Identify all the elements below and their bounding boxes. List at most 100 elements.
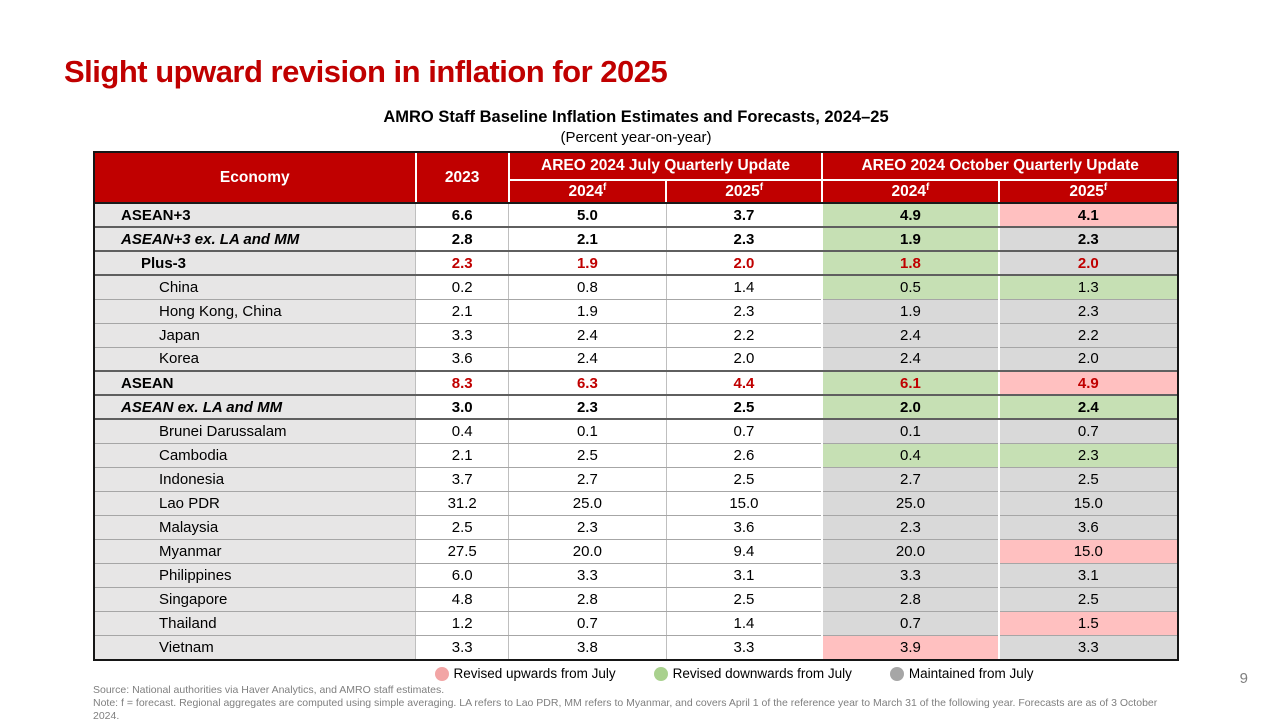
- value-cell: 0.8: [508, 275, 667, 300]
- value-cell: 2.6: [666, 443, 824, 468]
- forecast-superscript: f: [1103, 182, 1108, 193]
- value-cell: 9.4: [666, 539, 824, 564]
- value-cell: 3.1: [666, 563, 824, 588]
- value-cell: 2.5: [666, 467, 824, 492]
- table-row: Cambodia 2.1 2.5 2.6 0.4 2.3: [95, 443, 1177, 468]
- value-cell: 27.5: [415, 539, 510, 564]
- table-subtitle: (Percent year-on-year): [560, 129, 712, 146]
- value-cell: 2.4: [822, 323, 1000, 348]
- value-cell: 8.3: [415, 371, 510, 397]
- value-cell: 2.3: [666, 227, 824, 253]
- value-cell: 1.8: [822, 251, 1000, 277]
- value-cell: 2.1: [508, 227, 667, 253]
- year-label: 2024: [568, 183, 603, 201]
- october-2024f-column-header: 2024f: [821, 178, 1000, 205]
- value-cell: 2.7: [508, 467, 667, 492]
- value-cell: 3.8: [508, 635, 667, 660]
- forecast-superscript: f: [926, 182, 930, 193]
- economy-cell: ASEAN: [95, 371, 417, 397]
- value-cell: 3.9: [822, 635, 1000, 660]
- table-row: ASEAN 8.3 6.3 4.4 6.1 4.9: [95, 371, 1177, 397]
- value-cell: 2.8: [415, 227, 510, 253]
- economy-cell: Philippines: [95, 563, 417, 588]
- value-cell: 2.3: [998, 227, 1177, 253]
- year-2023-column-header: 2023: [414, 153, 510, 205]
- value-cell: 1.9: [508, 251, 667, 277]
- value-cell: 2.3: [822, 515, 1000, 540]
- economy-cell: Myanmar: [95, 539, 417, 564]
- economy-cell: China: [95, 275, 417, 300]
- value-cell: 6.1: [822, 371, 1000, 397]
- economy-cell: ASEAN+3 ex. LA and MM: [95, 227, 417, 253]
- value-cell: 0.5: [822, 275, 1000, 300]
- table-body: ASEAN+3 6.6 5.0 3.7 4.9 4.1 ASEAN+3 ex. LA and…: [95, 203, 1177, 660]
- october-update-group-header: AREO 2024 October Quarterly Update: [821, 153, 1177, 181]
- value-cell: 4.4: [666, 371, 824, 397]
- value-cell: 2.8: [822, 587, 1000, 612]
- value-cell: 2.0: [998, 251, 1177, 277]
- value-cell: 3.7: [666, 203, 824, 229]
- july-update-group-header: AREO 2024 July Quarterly Update: [507, 153, 824, 181]
- value-cell: 2.0: [998, 347, 1177, 373]
- economy-column-header: Economy: [95, 153, 417, 205]
- value-cell: 15.0: [998, 491, 1177, 516]
- page-number: 9: [1239, 670, 1248, 687]
- value-cell: 0.2: [415, 275, 510, 300]
- table-row: Singapore 4.8 2.8 2.5 2.8 2.5: [95, 587, 1177, 612]
- economy-cell: Thailand: [95, 611, 417, 636]
- value-cell: 2.3: [666, 299, 824, 324]
- table-row: Philippines 6.0 3.3 3.1 3.3 3.1: [95, 563, 1177, 588]
- value-cell: 0.4: [822, 443, 1000, 468]
- economy-cell: ASEAN+3: [95, 203, 417, 229]
- legend-item: Revised upwards from July: [434, 666, 616, 681]
- value-cell: 3.0: [415, 395, 510, 421]
- value-cell: 4.1: [998, 203, 1177, 229]
- value-cell: 2.4: [508, 323, 667, 348]
- legend-dot-icon: [434, 666, 449, 681]
- value-cell: 6.6: [415, 203, 510, 229]
- value-cell: 3.3: [822, 563, 1000, 588]
- value-cell: 2.5: [415, 515, 510, 540]
- value-cell: 5.0: [508, 203, 667, 229]
- value-cell: 25.0: [508, 491, 667, 516]
- july-2024f-column-header: 2024f: [508, 178, 668, 205]
- table-row: Myanmar 27.5 20.0 9.4 20.0 15.0: [95, 539, 1177, 564]
- value-cell: 3.6: [998, 515, 1177, 540]
- inflation-table: Economy 2023 AREO 2024 July Quarterly Up…: [95, 153, 1177, 660]
- value-cell: 2.5: [666, 587, 824, 612]
- legend-dot-icon: [653, 666, 668, 681]
- economy-cell: Vietnam: [95, 635, 417, 660]
- economy-cell: Singapore: [95, 587, 417, 612]
- value-cell: 2.4: [822, 347, 1000, 373]
- value-cell: 1.9: [508, 299, 667, 324]
- table-row: Thailand 1.2 0.7 1.4 0.7 1.5: [95, 611, 1177, 636]
- value-cell: 15.0: [666, 491, 824, 516]
- methodology-note: Note: f = forecast. Regional aggregates …: [93, 697, 1158, 720]
- table-row: China 0.2 0.8 1.4 0.5 1.3: [95, 275, 1177, 300]
- value-cell: 1.4: [666, 611, 824, 636]
- value-cell: 2.0: [666, 251, 824, 277]
- economy-cell: Lao PDR: [95, 491, 417, 516]
- economy-cell: Brunei Darussalam: [95, 419, 417, 444]
- value-cell: 2.0: [666, 347, 824, 373]
- table-row: Malaysia 2.5 2.3 3.6 2.3 3.6: [95, 515, 1177, 540]
- value-cell: 4.9: [998, 371, 1177, 397]
- value-cell: 15.0: [998, 539, 1177, 564]
- value-cell: 1.9: [822, 299, 1000, 324]
- value-cell: 2.0: [822, 395, 1000, 421]
- value-cell: 31.2: [415, 491, 510, 516]
- value-cell: 2.3: [508, 395, 667, 421]
- table-frame: Economy 2023 AREO 2024 July Quarterly Up…: [93, 151, 1179, 662]
- forecast-superscript: f: [759, 182, 764, 193]
- value-cell: 20.0: [508, 539, 667, 564]
- value-cell: 2.5: [998, 587, 1177, 612]
- table-row: Indonesia 3.7 2.7 2.5 2.7 2.5: [95, 467, 1177, 492]
- table-row: Japan 3.3 2.4 2.2 2.4 2.2: [95, 323, 1177, 348]
- value-cell: 2.1: [415, 299, 510, 324]
- footer-notes: Source: National authorities via Haver A…: [93, 684, 1173, 720]
- value-cell: 6.3: [508, 371, 667, 397]
- value-cell: 3.1: [998, 563, 1177, 588]
- value-cell: 1.3: [998, 275, 1177, 300]
- economy-cell: Korea: [95, 347, 417, 373]
